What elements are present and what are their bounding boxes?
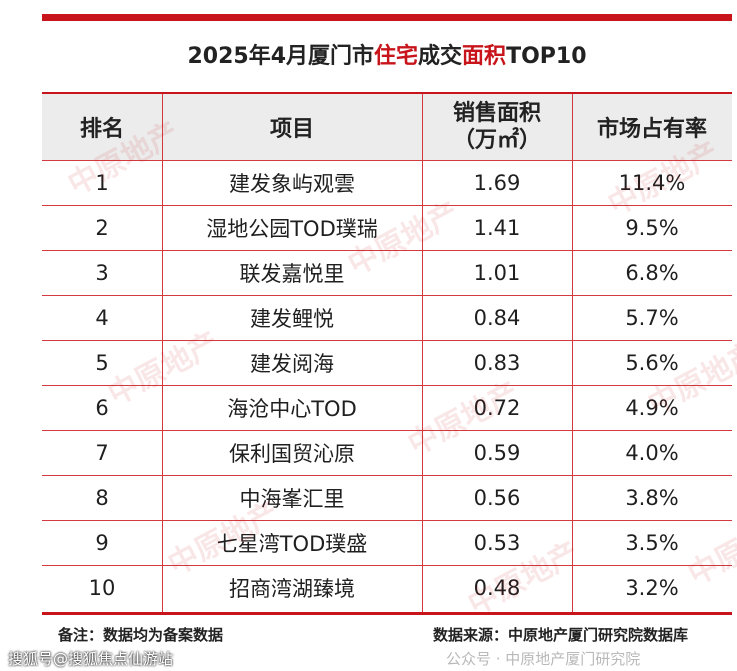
cell-area: 1.69	[473, 170, 521, 195]
cell-rank: 5	[95, 350, 109, 375]
cell-share: 9.5%	[625, 215, 679, 240]
cell-area: 0.56	[473, 485, 521, 510]
platform-watermark-bar: 搜狐号@搜狐焦点仙游站 公众号 · 中原地产厦门研究院	[8, 646, 733, 670]
cell-share: 6.8%	[625, 260, 679, 285]
cell-project: 七星湾TOD璞盛	[216, 531, 368, 556]
footer-note: 备注：数据均为备案数据	[58, 626, 224, 644]
column-divider	[422, 94, 423, 614]
row-divider	[42, 385, 732, 386]
row-divider	[42, 475, 732, 476]
cell-project: 中海峯汇里	[239, 486, 345, 511]
row-divider	[42, 430, 732, 431]
cell-share: 3.8%	[625, 485, 679, 510]
cell-share: 3.5%	[625, 530, 679, 555]
footer-source: 数据来源：中原地产厦门研究院数据库	[433, 626, 689, 644]
header-rank: 排名	[79, 117, 124, 142]
cell-share: 5.6%	[625, 350, 679, 375]
cell-rank: 6	[95, 395, 109, 420]
cell-project: 湿地公园TOD璞瑞	[206, 216, 378, 241]
cell-project: 建发象屿观雲	[229, 171, 355, 196]
cell-area: 0.48	[473, 575, 521, 600]
table-row: 3 联发嘉悦里 1.01 6.8%	[42, 250, 732, 295]
cell-area: 0.84	[473, 305, 521, 330]
sohu-watermark: 搜狐号@搜狐焦点仙游站	[8, 650, 174, 668]
chart-title: 2025年4月厦门市住宅成交面积TOP10	[187, 44, 587, 69]
row-divider	[42, 205, 732, 206]
table-row: 4 建发鲤悦 0.84 5.7%	[42, 295, 732, 340]
table-row: 6 海沧中心TOD 0.72 4.9%	[42, 385, 732, 430]
row-divider	[42, 520, 732, 521]
ranking-table: 排名 项目 销售面积 （万㎡） 市场占有率 1 建发象屿观雲 1.69 11.4% 2 湿…	[42, 94, 737, 623]
row-divider	[42, 340, 732, 341]
cell-rank: 2	[95, 215, 109, 240]
cell-project: 联发嘉悦里	[239, 261, 345, 286]
column-divider	[572, 94, 573, 614]
cell-share: 4.0%	[625, 440, 679, 465]
row-divider	[42, 295, 732, 296]
table-row: 8 中海峯汇里 0.56 3.8%	[42, 475, 732, 520]
table-row: 2 湿地公园TOD璞瑞 1.41 9.5%	[42, 205, 732, 250]
header-project: 项目	[269, 117, 314, 142]
cell-rank: 10	[88, 575, 116, 600]
cell-area: 0.59	[473, 440, 521, 465]
header-area-unit: （万㎡）	[452, 128, 541, 153]
cell-rank: 8	[95, 485, 109, 510]
table-row: 1 建发象屿观雲 1.69 11.4%	[42, 160, 732, 205]
cell-area: 1.01	[473, 260, 521, 285]
cell-area: 0.72	[473, 395, 521, 420]
row-divider	[42, 250, 732, 251]
wechat-watermark: 公众号 · 中原地产厦门研究院	[446, 650, 641, 668]
cell-project: 保利国贸沁原	[229, 441, 355, 466]
cell-area: 1.41	[473, 215, 521, 240]
row-divider	[42, 160, 732, 161]
table-row: 5 建发阅海 0.83 5.6%	[42, 340, 732, 385]
cell-project: 海沧中心TOD	[227, 396, 357, 421]
cell-project: 建发阅海	[250, 351, 334, 376]
cell-area: 0.83	[473, 350, 521, 375]
cell-rank: 9	[95, 530, 109, 555]
top-accent-bar	[42, 14, 732, 21]
cell-share: 4.9%	[625, 395, 679, 420]
header-area: 销售面积 （万㎡）	[422, 94, 572, 160]
table-row: 7 保利国贸沁原 0.59 4.0%	[42, 430, 732, 475]
cell-area: 0.53	[473, 530, 521, 555]
header-area-label: 销售面积	[452, 101, 541, 126]
cell-share: 5.7%	[625, 305, 679, 330]
cell-project: 建发鲤悦	[250, 306, 334, 331]
cell-share: 11.4%	[618, 170, 686, 195]
table-bottom-rule	[42, 612, 732, 615]
header-share: 市场占有率	[596, 117, 707, 142]
table-row: 10 招商湾湖臻境 0.48 3.2%	[42, 565, 732, 610]
cell-rank: 7	[95, 440, 109, 465]
cell-share: 3.2%	[625, 575, 679, 600]
cell-rank: 4	[95, 305, 109, 330]
table-header-row: 排名 项目 销售面积 （万㎡） 市场占有率	[42, 94, 732, 160]
cell-project: 招商湾湖臻境	[229, 576, 355, 601]
row-divider	[42, 565, 732, 566]
title-divider	[42, 92, 732, 94]
table-row: 9 七星湾TOD璞盛 0.53 3.5%	[42, 520, 732, 565]
cell-rank: 1	[95, 170, 109, 195]
column-divider	[162, 94, 163, 614]
cell-rank: 3	[95, 260, 109, 285]
